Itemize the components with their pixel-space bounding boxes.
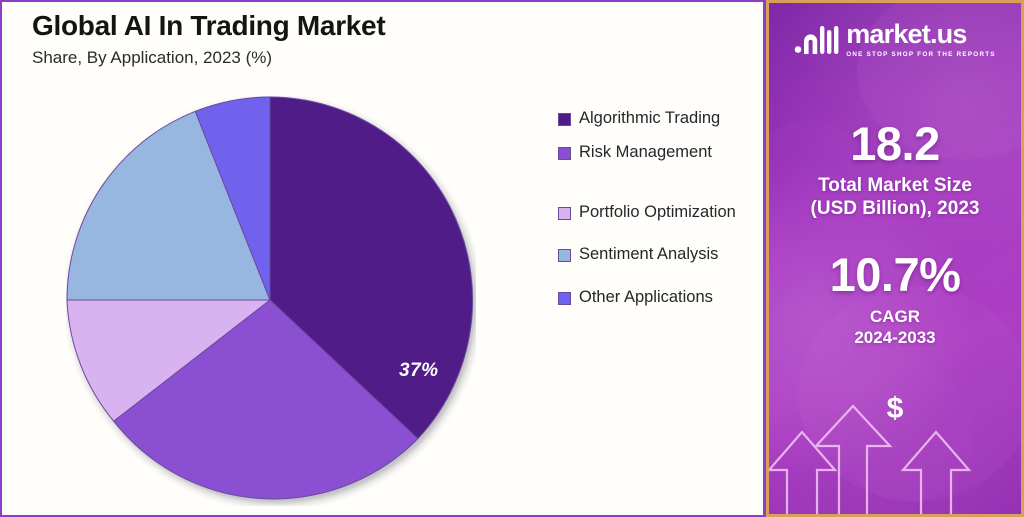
legend-item-sentiment-analysis[interactable]: Sentiment Analysis — [558, 244, 763, 264]
pie-slice-other-applications — [194, 96, 271, 301]
legend-swatch-icon — [558, 207, 571, 221]
pie-chart-svg — [66, 96, 474, 500]
dollar-sign-icon: $ — [886, 392, 904, 425]
legend-item-label: Risk Management — [579, 143, 712, 162]
market-size-caption-line2: (USD Billion), 2023 — [810, 197, 980, 219]
cagr-value: 10.7% — [829, 247, 961, 301]
page-title: Global AI In Trading Market — [32, 10, 386, 41]
legend-swatch-icon — [558, 291, 571, 305]
legend-item-label: Portfolio Optimization — [579, 203, 736, 222]
market-size-caption: Total Market Size (USD Billion), 2023 — [769, 175, 1021, 221]
brand-logo: market.us ONE STOP SHOP FOR THE REPORTS — [769, 21, 1021, 58]
pie-chart: 37% — [66, 96, 476, 506]
legend-item-portfolio-optimization[interactable]: Portfolio Optimization — [558, 202, 763, 222]
cagr-caption: CAGR 2024-2033 — [769, 306, 1021, 349]
legend-swatch-icon — [558, 249, 571, 263]
market-size-block: 18.2 Total Market Size (USD Billion), 20… — [769, 120, 1021, 221]
market-size-caption-line1: Total Market Size — [818, 175, 972, 196]
pie-slice-portfolio-optimization — [66, 299, 272, 422]
cagr-block: 10.7% CAGR 2024-2033 — [769, 251, 1021, 349]
legend-item-label: Sentiment Analysis — [579, 245, 719, 264]
legend-item-label: Algorithmic Trading — [579, 109, 721, 127]
growth-arrows-icon — [769, 404, 972, 514]
chart-panel: Global AI In Trading Market Share, By Ap… — [0, 0, 766, 517]
pie-slices — [66, 96, 474, 500]
title-block: Global AI In Trading Market Share, By Ap… — [32, 10, 386, 68]
brand-name: market.us — [846, 19, 967, 49]
legend-item-algorithmic-trading[interactable]: Algorithmic Trading — [558, 108, 763, 128]
cagr-caption-line1: CAGR — [869, 306, 921, 326]
stat-card: market.us ONE STOP SHOP FOR THE REPORTS … — [766, 0, 1024, 517]
market-us-logo-icon — [794, 25, 839, 54]
legend-item-other-applications[interactable]: Other Applications — [558, 287, 763, 307]
legend-item-label: Other Applications — [579, 287, 713, 306]
legend-swatch-icon — [558, 147, 571, 161]
brand-tagline: ONE STOP SHOP FOR THE REPORTS — [846, 51, 996, 58]
legend-item-risk-management[interactable]: Risk Management — [558, 142, 763, 162]
chart-subtitle: Share, By Application, 2023 (%) — [32, 48, 273, 67]
cagr-caption-line2: 2024-2033 — [854, 327, 936, 347]
legend-swatch-icon — [558, 113, 571, 126]
pie-slice-risk-management — [113, 299, 419, 500]
pie-slice-sentiment-analysis — [66, 110, 271, 301]
market-size-value: 18.2 — [850, 117, 940, 170]
pie-slice-algorithmic-trading — [269, 96, 474, 440]
chart-legend: Algorithmic Trading Risk Management Port… — [558, 108, 763, 321]
brand-text: market.us ONE STOP SHOP FOR THE REPORTS — [846, 19, 996, 59]
